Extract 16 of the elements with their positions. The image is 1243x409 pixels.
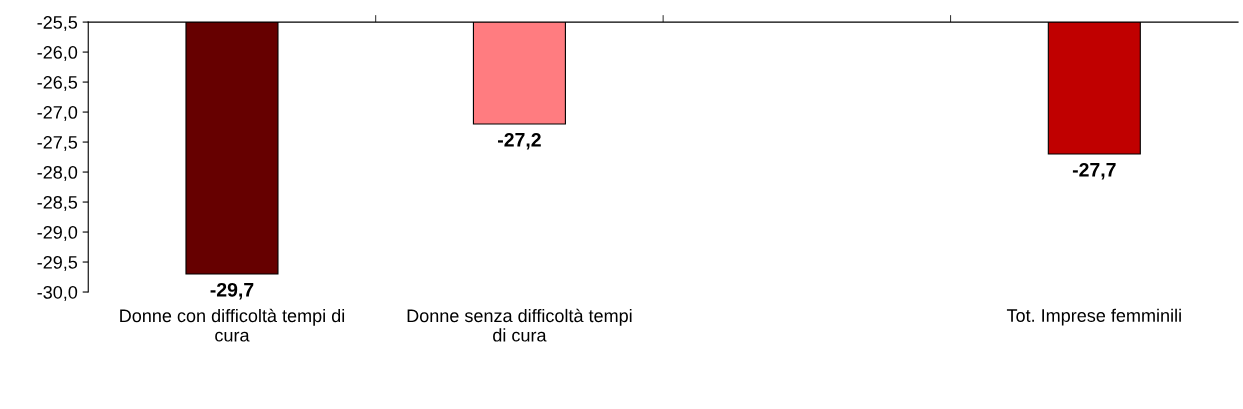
x-tick-label: Donne con difficoltà tempi di cura <box>120 308 345 342</box>
data-label: -29,7 <box>210 282 254 300</box>
y-tick-label: -29,5 <box>37 255 78 271</box>
data-label: -27,7 <box>1072 162 1116 180</box>
y-tick-label: -26,0 <box>37 46 78 61</box>
y-tick-label: -27,0 <box>37 106 78 121</box>
x-tick-label: Tot. Imprese femminili <box>1006 308 1181 326</box>
y-tick-label: -26,5 <box>37 76 78 91</box>
y-tick-label: -28,0 <box>37 165 78 181</box>
y-tick-label: -25,5 <box>37 16 78 31</box>
y-tick-label: -30,0 <box>37 285 78 301</box>
y-tick-label: -29,0 <box>37 225 78 241</box>
y-tick-label: -27,5 <box>37 135 78 151</box>
data-label: -27,2 <box>498 132 541 150</box>
x-tick-label: Donne senza difficoltà tempi di cura <box>407 308 632 342</box>
y-tick-label: -28,5 <box>37 195 78 211</box>
